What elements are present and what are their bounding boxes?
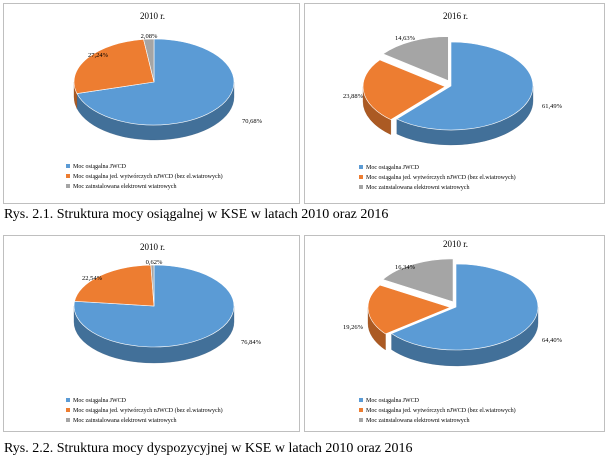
chart-title: 2010 r.: [140, 11, 165, 21]
data-label: 22,54%: [82, 275, 103, 282]
legend-swatch: [359, 185, 363, 189]
data-label: 70,68%: [242, 118, 263, 125]
pie-chart-svg: 2010 r. 64,40% 19,26% 16,34% Moc osiągalna J…: [343, 239, 563, 424]
legend-label: Moc osiągalna jed. wytwórczych nJWCD (be…: [73, 407, 223, 414]
legend-label: Moc osiągalna jed. wytwórczych nJWCD (be…: [366, 174, 516, 181]
pie-slice-njwcd: [367, 284, 451, 335]
legend-swatch: [66, 408, 70, 412]
pie-chart-svg: 2016 r. 61,49% 23,88% 14,63% Moc osiągalna J…: [343, 11, 563, 191]
legend-label: Moc zainstalowana elektrowni wiatrowych: [73, 418, 176, 424]
pie-slice-jwcd: [390, 263, 539, 351]
pie-slice-jwcd: [396, 41, 534, 131]
pie-slice-wind: [150, 264, 155, 307]
pie-slice-njwcd: [362, 59, 446, 120]
chart-title: 2016 r.: [443, 11, 468, 21]
legend-label: Moc osiągalna JWCD: [366, 165, 420, 171]
legend-swatch: [359, 165, 363, 169]
data-label: 19,26%: [343, 324, 364, 331]
legend-swatch: [359, 418, 363, 422]
legend-label: Moc osiągalna jed. wytwórczych nJWCD (be…: [73, 173, 223, 180]
data-label: 61,49%: [542, 103, 563, 110]
legend-label: Moc zainstalowana elektrowni wiatrowych: [366, 185, 469, 191]
pie-slice-wind: [143, 38, 155, 83]
chart-title: 2010 r.: [140, 242, 165, 252]
legend-swatch: [66, 164, 70, 168]
pie-slice-jwcd: [76, 38, 235, 126]
pie-slice-njwcd: [74, 264, 155, 307]
data-label: 16,34%: [395, 264, 416, 271]
data-label: 27,24%: [88, 52, 109, 59]
pie-slice-wind: [382, 36, 449, 82]
legend-swatch: [66, 398, 70, 402]
data-label: 0,62%: [146, 259, 163, 266]
legend-label: Moc zainstalowana elektrowni wiatrowych: [366, 418, 469, 424]
chart-title: 2010 r.: [443, 239, 468, 249]
pie-chart-svg: 2010 r. 70,68% 27,24% 2,08% Moc osiągalna JW…: [66, 11, 263, 190]
figure-caption-2: Rys. 2.2. Struktura mocy dyspozycyjnej w…: [4, 441, 413, 456]
chart-panel-2: 2016 r. 61,49% 23,88% 14,63% Moc osiągalna J…: [304, 3, 605, 204]
legend-label: Moc osiągalna jed. wytwórczych nJWCD (be…: [366, 407, 516, 414]
pie-chart-svg: 2010 r. 76,84% 22,54% 0,62% Moc osiągalna JW…: [66, 242, 262, 424]
chart-panel-1: 2010 r. 70,68% 27,24% 2,08% Moc osiągalna JW…: [3, 3, 300, 204]
legend-swatch: [66, 174, 70, 178]
legend-swatch: [359, 175, 363, 179]
legend-label: Moc osiągalna JWCD: [73, 398, 127, 404]
legend-swatch: [359, 408, 363, 412]
data-label: 64,40%: [542, 337, 563, 344]
data-label: 14,63%: [395, 35, 416, 42]
legend-swatch: [359, 398, 363, 402]
data-label: 23,88%: [343, 93, 364, 100]
data-label: 76,84%: [241, 339, 262, 346]
figure-caption-1: Rys. 2.1. Struktura mocy osiągalnej w KS…: [4, 207, 389, 222]
data-label: 2,08%: [141, 33, 158, 40]
legend-label: Moc osiągalna JWCD: [73, 164, 127, 170]
legend-swatch: [66, 184, 70, 188]
chart-panel-3: 2010 r. 76,84% 22,54% 0,62% Moc osiągalna JW…: [3, 235, 300, 432]
pie-slice-njwcd: [73, 39, 155, 94]
chart-panel-4: 2010 r. 64,40% 19,26% 16,34% Moc osiągalna J…: [304, 235, 605, 432]
legend-swatch: [66, 418, 70, 422]
legend-label: Moc osiągalna JWCD: [366, 398, 420, 404]
pie-slice-wind: [382, 258, 454, 303]
legend-label: Moc zainstalowana elektrowni wiatrowych: [73, 184, 176, 190]
